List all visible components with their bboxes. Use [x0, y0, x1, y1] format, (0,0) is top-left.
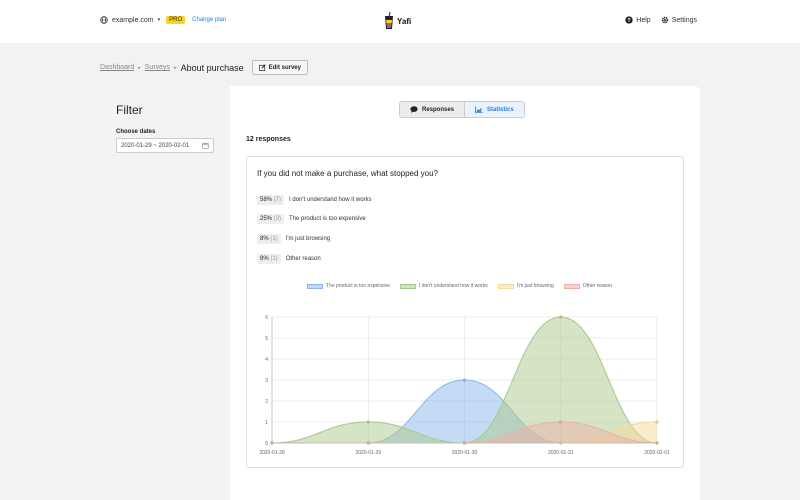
- help-link[interactable]: ? Help: [625, 16, 651, 24]
- data-point: [559, 315, 563, 319]
- y-tick-label: 6: [265, 315, 268, 321]
- tab-statistics[interactable]: Statistics: [465, 102, 524, 117]
- tab-statistics-label: Statistics: [487, 106, 514, 113]
- logo-text: Yafi: [397, 16, 412, 26]
- legend-item[interactable]: I don't understand how it works: [399, 283, 488, 289]
- answer-badge: 8% (1): [257, 234, 281, 244]
- legend-swatch: [563, 283, 580, 289]
- y-tick-label: 1: [265, 420, 268, 426]
- answer-row: 58% (7) I don't understand how it works: [257, 195, 372, 205]
- help-label: Help: [636, 16, 651, 24]
- data-point: [463, 378, 466, 382]
- data-point: [655, 420, 659, 424]
- answer-percent: 58%: [260, 197, 273, 203]
- breadcrumb: Dashboard ▸ Surveys ▸ About purchase Edi…: [100, 60, 308, 75]
- filter-sidebar: Filter Choose dates 2020-01-29 ~ 2020-02…: [100, 86, 230, 500]
- answer-label: The product is too expensive: [289, 216, 366, 222]
- legend-label: I don't understand how it works: [418, 283, 488, 289]
- choose-dates-label: Choose dates: [116, 129, 156, 135]
- chevron-right-icon: ▸: [138, 64, 141, 71]
- chart-area-icon: [475, 106, 483, 113]
- question-card: If you did not make a purchase, what sto…: [246, 156, 684, 468]
- breadcrumb-dashboard[interactable]: Dashboard: [100, 64, 135, 71]
- cup-logo-icon: [385, 12, 393, 29]
- question-text: If you did not make a purchase, what sto…: [257, 169, 439, 178]
- legend-swatch: [307, 283, 323, 289]
- site-selector[interactable]: example.com ▾ PRO Change plan: [100, 16, 226, 24]
- legend-label: I'm just browsing: [516, 283, 554, 289]
- chevron-right-icon: ▸: [174, 64, 177, 71]
- settings-label: Settings: [671, 16, 697, 24]
- legend-item[interactable]: Other reason: [563, 283, 612, 289]
- answer-row: 8% (1) I'm just browsing: [257, 234, 330, 244]
- answer-percent: 25%: [260, 216, 273, 222]
- tab-responses-label: Responses: [422, 106, 455, 113]
- settings-link[interactable]: Settings: [661, 16, 697, 24]
- answer-row: 25% (3) The product is too expensive: [257, 214, 366, 224]
- x-tick-label: 2020-01-29: [355, 450, 381, 456]
- edit-survey-label: Edit survey: [268, 64, 301, 71]
- answer-row: 8% (1) Other reason: [257, 254, 321, 264]
- breadcrumb-surveys[interactable]: Surveys: [144, 64, 171, 71]
- answer-count: (3): [273, 216, 282, 222]
- series-line-1: [271, 316, 658, 444]
- answer-badge: 25% (3): [257, 214, 285, 224]
- x-tick-label: 2020-01-31: [548, 450, 574, 456]
- edit-survey-button[interactable]: Edit survey: [251, 60, 308, 75]
- x-tick-label: 2020-01-28: [259, 450, 285, 456]
- chart-legend: The product is too expensive I don't unde…: [307, 283, 612, 289]
- responses-chart: 0 1 2 3 4 5 6 2020-01-28 2020-01-29 2020-01-30 202…: [259, 315, 670, 456]
- legend-swatch: [399, 283, 416, 289]
- x-tick-label: 2020-01-30: [452, 450, 478, 456]
- y-tick-label: 2: [265, 399, 268, 405]
- responses-count: 12 responses: [246, 136, 291, 143]
- date-range-input[interactable]: 2020-01-29 ~ 2020-02-01: [116, 138, 214, 153]
- chevron-down-icon: ▾: [157, 17, 161, 23]
- help-icon: ?: [625, 16, 633, 24]
- series-area-0: [272, 380, 657, 443]
- y-tick-label: 3: [265, 378, 268, 384]
- legend-item[interactable]: The product is too expensive: [307, 283, 390, 289]
- filter-title: Filter: [116, 103, 143, 117]
- answer-count: (1): [270, 236, 278, 242]
- gear-icon: [661, 16, 668, 24]
- page-title: About purchase: [180, 62, 244, 73]
- site-name: example.com: [112, 16, 154, 24]
- comment-icon: [410, 106, 418, 113]
- answer-badge: 8% (1): [257, 254, 281, 264]
- answer-label: I'm just browsing: [285, 236, 331, 242]
- y-tick-label: 4: [265, 357, 268, 363]
- legend-label: Other reason: [582, 283, 612, 289]
- answer-percent: 8%: [260, 256, 269, 262]
- answer-label: I don't understand how it works: [289, 197, 372, 203]
- tab-responses[interactable]: Responses: [400, 102, 466, 117]
- answer-label: Other reason: [285, 256, 321, 262]
- series-area-1: [272, 317, 657, 443]
- data-point: [366, 420, 370, 424]
- y-tick-label: 0: [265, 441, 268, 447]
- edit-icon: [258, 64, 266, 71]
- change-plan-link[interactable]: Change plan: [192, 17, 227, 23]
- logo[interactable]: Yafi: [384, 12, 411, 30]
- date-range-value: 2020-01-29 ~ 2020-02-01: [121, 142, 190, 149]
- x-tick-label: 2020-02-01: [644, 450, 670, 456]
- answer-percent: 8%: [260, 236, 269, 242]
- answer-count: (7): [273, 197, 282, 203]
- calendar-icon: [202, 142, 209, 149]
- data-point: [559, 420, 563, 424]
- answer-badge: 58% (7): [257, 195, 285, 205]
- content-panel: Filter Choose dates 2020-01-29 ~ 2020-02…: [100, 86, 700, 500]
- legend-label: The product is too expensive: [326, 283, 390, 289]
- view-tabs: Responses Statistics: [399, 101, 525, 118]
- answer-count: (1): [270, 256, 278, 262]
- globe-icon: [100, 16, 108, 24]
- svg-text:?: ?: [628, 18, 632, 24]
- pro-badge: PRO: [166, 16, 186, 24]
- top-bar: example.com ▾ PRO Change plan Yafi ? Hel…: [0, 0, 800, 43]
- legend-swatch: [497, 283, 514, 289]
- series-area-3: [272, 422, 657, 443]
- y-tick-label: 5: [265, 336, 268, 342]
- legend-item[interactable]: I'm just browsing: [497, 283, 554, 289]
